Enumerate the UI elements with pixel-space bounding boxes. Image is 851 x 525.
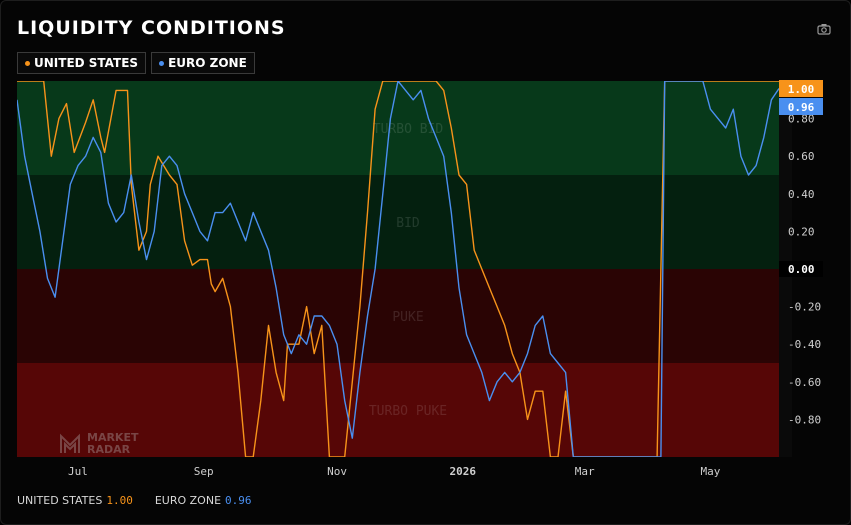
y-tick-label: 0.40 xyxy=(788,188,815,201)
legend-dot-icon xyxy=(25,60,30,66)
y-tick-label: 0.20 xyxy=(788,225,815,238)
x-tick-label: 2026 xyxy=(450,465,477,478)
legend-label: EURO ZONE xyxy=(168,56,247,70)
x-tick-label: Sep xyxy=(194,465,214,478)
zone-label: TURBO PUKE xyxy=(369,404,447,419)
footer-us-value: 1.00 xyxy=(106,494,133,507)
camera-icon[interactable] xyxy=(817,23,831,35)
y-tick-label: -0.20 xyxy=(788,301,821,314)
y-tick-label: 0.60 xyxy=(788,150,815,163)
y-tick-label: -0.40 xyxy=(788,338,821,351)
footer-us-label: UNITED STATES xyxy=(17,494,103,507)
footer-ez: EURO ZONE 0.96 xyxy=(155,494,252,507)
zero-label-bg xyxy=(779,261,823,277)
legend-item-euro-zone[interactable]: EURO ZONE xyxy=(151,52,255,74)
x-tick-label: May xyxy=(700,465,720,478)
y-tick-label: 0.00 xyxy=(788,263,815,276)
last-value-label: 0.96 xyxy=(788,101,815,114)
market-radar-logo: MARKET RADAR xyxy=(59,432,138,456)
zone-label: BID xyxy=(396,216,420,231)
legend: UNITED STATES EURO ZONE xyxy=(17,52,255,74)
zone-turbo-puke xyxy=(17,363,779,457)
radar-logo-icon xyxy=(60,433,80,453)
watermark-line2: RADAR xyxy=(87,443,131,456)
zone-label: PUKE xyxy=(392,310,423,325)
footer-ez-label: EURO ZONE xyxy=(154,494,222,507)
series-line-united-states xyxy=(17,81,779,457)
zone-bid xyxy=(17,175,779,269)
zone-label: TURBO BID xyxy=(373,122,444,137)
x-tick-label: Nov xyxy=(327,465,347,478)
series-line-euro-zone xyxy=(17,81,779,457)
zone-turbo-bid xyxy=(17,81,779,175)
watermark-line1: MARKET xyxy=(87,431,139,444)
legend-dot-icon xyxy=(159,60,165,66)
y-tick-label: -0.80 xyxy=(788,413,821,426)
x-tick-label: Mar xyxy=(575,465,595,478)
last-value-tag xyxy=(779,98,823,115)
y-tick-label: -0.60 xyxy=(788,376,821,389)
footer-us: UNITED STATES 1.00 xyxy=(17,494,133,507)
x-tick-label: Jul xyxy=(68,465,88,478)
page-title: LIQUIDITY CONDITIONS xyxy=(17,17,286,39)
last-value-tag xyxy=(779,80,823,97)
legend-item-united-states[interactable]: UNITED STATES xyxy=(17,52,147,74)
footer-values: UNITED STATES 1.00 EURO ZONE 0.96 xyxy=(17,494,252,507)
legend-label: UNITED STATES xyxy=(34,56,139,70)
y-tick-label: 0.80 xyxy=(788,113,815,126)
zone-puke xyxy=(17,269,779,363)
last-value-label: 1.00 xyxy=(788,83,815,96)
footer-ez-value: 0.96 xyxy=(225,494,252,507)
